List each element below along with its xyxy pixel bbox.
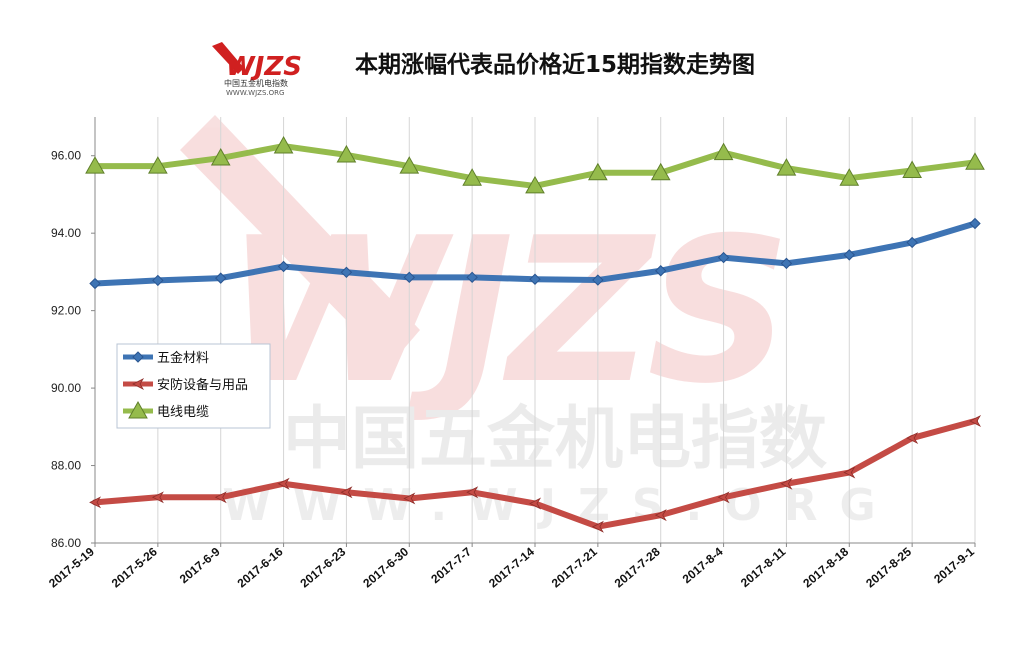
- series-marker-triangle: [210, 148, 231, 166]
- series-layer: [85, 136, 985, 533]
- series-marker-triangle: [839, 168, 860, 186]
- series-marker-triangle: [650, 162, 671, 181]
- legend-label: 电线电缆: [157, 404, 209, 420]
- y-tick-label: 90.00: [51, 381, 81, 395]
- y-tick-label: 86.00: [51, 536, 81, 550]
- series-marker-diamond: [466, 271, 478, 284]
- series-marker-diamond: [717, 251, 730, 264]
- series-marker-arrow: [277, 477, 290, 490]
- watermark-arrow-shape: [180, 115, 420, 365]
- series-marker-triangle: [965, 152, 985, 170]
- series-marker-arrow: [591, 520, 604, 533]
- series-marker-triangle: [336, 144, 357, 163]
- series-marker-triangle: [148, 156, 168, 174]
- series-marker-arrow: [340, 486, 353, 499]
- logo-url-text: WWW.WJZS.ORG: [226, 89, 284, 97]
- logo-arrow-icon: [212, 42, 244, 74]
- series-1: [89, 217, 981, 290]
- x-tick-label: 2017-6-23: [297, 544, 348, 590]
- y-axis-ticks: 86.00 88.00 90.00 92.00 94.00 96.00: [51, 149, 95, 550]
- chart-title: 本期涨幅代表品价格近15期指数走势图: [355, 51, 755, 78]
- x-axis-ticks: 2017-5-19 2017-5-26 2017-6-9 2017-6-16 2017-…: [46, 543, 977, 590]
- logo-text: WJZS: [226, 52, 302, 82]
- series-marker-arrow: [151, 491, 164, 504]
- series-marker-diamond: [340, 266, 353, 279]
- x-tick-label: 2017-6-9: [177, 544, 223, 586]
- series-marker-arrow: [654, 509, 667, 522]
- x-tick-label: 2017-8-25: [863, 544, 914, 590]
- watermark: WJZS 中国五金机电指数 WWW.WJZS.ORG: [180, 115, 876, 531]
- series-2: [89, 415, 982, 533]
- series-marker-triangle: [713, 142, 734, 161]
- y-tick-label: 92.00: [51, 304, 81, 318]
- series-marker-triangle: [399, 156, 420, 174]
- series-marker-triangle: [525, 175, 545, 194]
- series-marker-triangle: [462, 168, 482, 186]
- series-marker-diamond: [780, 257, 793, 270]
- y-tick-label: 96.00: [51, 149, 81, 163]
- x-tick-label: 2017-8-18: [800, 544, 851, 590]
- watermark-name-text: 中国五金机电指数: [283, 400, 827, 479]
- y-tick-label: 88.00: [51, 459, 81, 473]
- series-marker-diamond: [529, 273, 541, 285]
- legend-item: 五金材料: [123, 350, 209, 366]
- series-marker-triangle: [776, 158, 797, 176]
- series-marker-diamond: [655, 265, 667, 277]
- logo-name-text: 中国五金机电指数: [224, 78, 288, 88]
- series-marker-diamond: [403, 271, 415, 284]
- series-marker-diamond: [152, 274, 164, 287]
- series-marker-diamond: [592, 274, 604, 286]
- series-marker-diamond: [132, 351, 144, 363]
- logo: WJZS 中国五金机电指数 WWW.WJZS.ORG: [212, 42, 302, 97]
- series-marker-diamond: [843, 249, 855, 261]
- series-marker-triangle: [85, 156, 105, 174]
- legend-label: 五金材料: [157, 350, 209, 366]
- series-marker-arrow: [132, 378, 145, 390]
- legend-item: 安防设备与用品: [123, 377, 248, 393]
- series-marker-arrow: [403, 492, 416, 505]
- x-tick-label: 2017-5-26: [109, 544, 160, 590]
- series-marker-arrow: [843, 466, 856, 479]
- series-marker-arrow: [89, 496, 102, 509]
- series-marker-arrow: [969, 415, 982, 427]
- x-tick-label: 2017-7-28: [612, 544, 663, 590]
- series-marker-diamond: [215, 272, 227, 284]
- y-tick-label: 94.00: [51, 226, 81, 240]
- series-marker-arrow: [466, 486, 479, 499]
- series-marker-diamond: [277, 260, 290, 273]
- x-tick-label: 2017-8-11: [738, 544, 789, 590]
- series-marker-triangle: [588, 162, 608, 181]
- series-marker-diamond: [969, 217, 981, 230]
- x-tick-label: 2017-6-30: [360, 544, 411, 590]
- x-tick-label: 2017-6-16: [235, 544, 286, 590]
- series-marker-diamond: [89, 277, 101, 290]
- series-marker-diamond: [906, 236, 918, 249]
- series-marker-triangle: [273, 136, 294, 154]
- series-marker-arrow: [214, 491, 227, 504]
- series-marker-triangle: [128, 400, 148, 419]
- series-marker-arrow: [717, 491, 730, 504]
- watermark-logo-text: WJZS: [225, 195, 785, 428]
- x-tick-label: 2017-5-19: [46, 544, 97, 590]
- x-tick-label: 2017-8-4: [680, 544, 726, 586]
- series-marker-arrow: [906, 432, 919, 445]
- series-3: [85, 136, 985, 194]
- series-marker-arrow: [780, 477, 793, 490]
- series-marker-arrow: [529, 497, 542, 510]
- x-tick-label: 2017-7-7: [428, 544, 474, 586]
- x-tick-label: 2017-7-21: [549, 544, 600, 590]
- x-tick-label: 2017-9-1: [931, 544, 977, 586]
- series-marker-triangle: [902, 160, 922, 178]
- legend-item: 电线电缆: [123, 400, 209, 420]
- legend-label: 安防设备与用品: [157, 377, 248, 393]
- x-tick-label: 2017-7-14: [486, 544, 537, 590]
